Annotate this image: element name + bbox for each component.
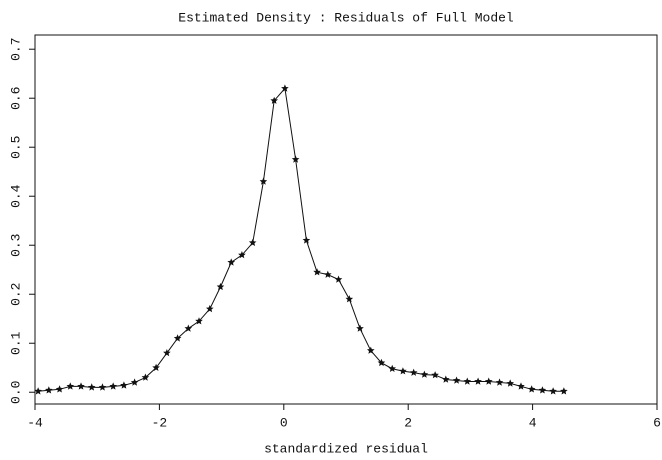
point-marker <box>216 282 225 291</box>
point-marker <box>291 155 300 163</box>
point-marker <box>377 358 386 367</box>
x-tick-label: 6 <box>653 415 661 430</box>
y-tick-label: 0.3 <box>8 234 23 257</box>
x-tick-label: -2 <box>152 415 168 430</box>
point-marker <box>248 238 257 246</box>
point-marker <box>549 387 557 395</box>
point-marker <box>152 363 160 371</box>
point-marker <box>334 275 343 283</box>
y-tick-label: 0.4 <box>8 184 23 208</box>
point-marker <box>77 382 85 390</box>
point-marker <box>87 383 96 391</box>
x-tick-label: 0 <box>280 415 288 430</box>
point-marker <box>560 387 568 395</box>
point-marker <box>163 349 171 357</box>
y-tick-label: 0.6 <box>8 87 23 110</box>
point-marker <box>409 368 418 376</box>
point-marker <box>120 381 128 389</box>
point-marker <box>227 258 235 266</box>
point-marker <box>517 382 525 390</box>
y-tick-label: 0.2 <box>8 283 23 306</box>
density-line <box>38 87 564 392</box>
point-marker <box>420 370 429 378</box>
point-marker <box>527 385 536 393</box>
point-marker <box>356 324 364 332</box>
plot-frame <box>34 34 658 405</box>
point-marker <box>484 377 493 385</box>
point-marker <box>452 376 461 384</box>
point-marker <box>195 317 203 325</box>
x-tick-label: 2 <box>404 415 412 430</box>
point-marker <box>130 378 139 386</box>
point-marker <box>238 251 246 259</box>
y-tick-label: 0.1 <box>8 331 23 355</box>
chart-title: Estimated Density : Residuals of Full Mo… <box>178 10 514 25</box>
point-marker <box>495 378 504 386</box>
point-marker <box>313 268 321 276</box>
x-tick-label: -4 <box>27 415 43 430</box>
point-marker <box>324 270 332 278</box>
point-marker <box>538 386 547 394</box>
point-marker <box>281 84 289 92</box>
y-tick-label: 0.7 <box>8 38 23 61</box>
point-marker <box>367 346 375 354</box>
point-marker <box>463 377 472 385</box>
point-marker <box>141 373 150 381</box>
point-marker <box>34 387 42 395</box>
point-marker <box>45 386 53 394</box>
point-marker <box>66 382 75 390</box>
point-marker <box>184 324 193 332</box>
point-marker <box>474 377 482 385</box>
point-marker <box>442 375 450 383</box>
point-marker <box>270 96 278 104</box>
point-marker <box>506 379 514 387</box>
point-marker <box>259 177 268 185</box>
y-tick-label: 0.5 <box>8 136 23 159</box>
point-marker <box>98 383 107 391</box>
point-marker <box>399 367 407 375</box>
point-marker <box>173 334 182 342</box>
x-tick-label: 4 <box>529 415 537 430</box>
point-marker <box>55 385 64 393</box>
point-marker <box>388 364 396 372</box>
point-marker <box>345 295 354 303</box>
point-marker <box>109 382 117 390</box>
point-marker <box>302 236 311 244</box>
point-marker <box>431 371 439 379</box>
y-tick-label: 0.0 <box>8 381 23 404</box>
x-axis-label: standardized residual <box>264 441 428 456</box>
point-marker <box>206 304 214 313</box>
